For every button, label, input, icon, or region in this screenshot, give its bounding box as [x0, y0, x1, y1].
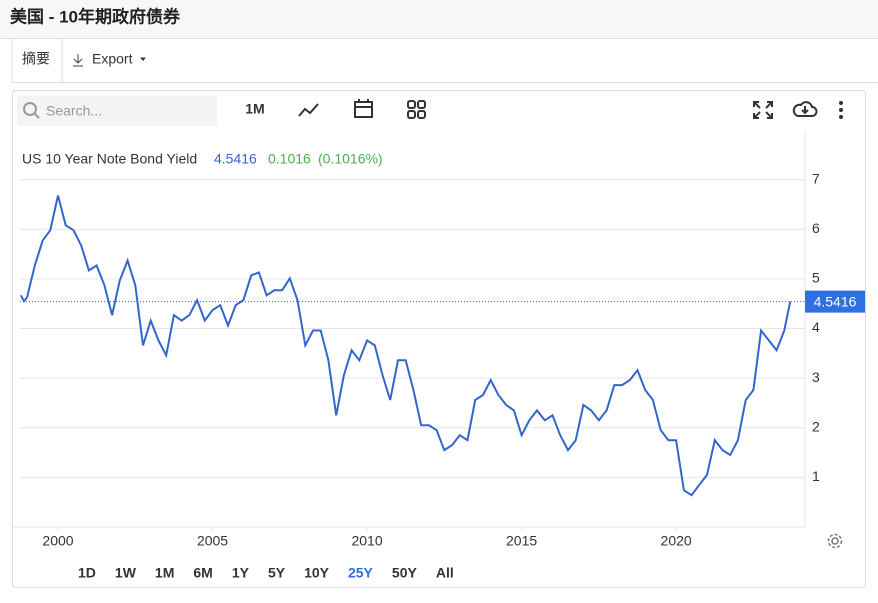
dropdown-caret[interactable]	[140, 57, 146, 62]
x-tick-label: 2000	[42, 533, 73, 549]
tab-label[interactable]: 摘要	[22, 51, 50, 67]
page-title: 美国 - 10年期政府债券	[10, 6, 181, 26]
y-tick-label: 3	[812, 369, 820, 385]
range-button[interactable]: 6M	[193, 565, 212, 581]
range-button[interactable]: 25Y	[348, 565, 374, 581]
y-tick-label: 7	[812, 170, 820, 186]
interval-button[interactable]: 1M	[245, 101, 264, 117]
search-icon	[33, 112, 40, 119]
x-tick-label: 2005	[197, 533, 228, 549]
chart-panel	[12, 90, 866, 588]
range-button[interactable]: 1D	[78, 565, 96, 581]
x-tick-label: 2015	[506, 533, 537, 549]
range-button[interactable]: 10Y	[304, 565, 330, 581]
last-value-label: 4.5416	[814, 293, 857, 309]
yield-line	[20, 195, 792, 497]
legend-change-pct: (0.1016%)	[318, 151, 383, 167]
search-icon	[23, 102, 37, 116]
legend-name: US 10 Year Note Bond Yield	[22, 151, 197, 167]
range-button[interactable]: 1Y	[232, 565, 250, 581]
legend-value: 4.5416	[214, 151, 257, 167]
y-tick-label: 4	[812, 319, 820, 335]
plot: 1 2 3 4 5 6 7 2000 2005 2010 2015 2020 4.5416	[12, 130, 865, 549]
x-tick-label: 2010	[351, 533, 382, 549]
range-button[interactable]: All	[436, 565, 454, 581]
x-tick-label: 2020	[661, 533, 692, 549]
search-box[interactable]	[17, 96, 217, 126]
tab-label[interactable]: Export	[92, 51, 133, 67]
title-bar	[0, 0, 878, 38]
layout-icon[interactable]	[407, 100, 426, 119]
y-tick-label: 1	[812, 468, 820, 484]
fullscreen-icon[interactable]	[753, 101, 773, 119]
settings-icon[interactable]	[827, 533, 843, 549]
search-placeholder[interactable]: Search...	[46, 103, 102, 119]
y-tick-label: 6	[812, 220, 820, 236]
range-button[interactable]: 50Y	[392, 565, 418, 581]
range-bar: 1D 1W 1M 6M 1Y 5Y 10Y 25Y 50Y All	[78, 565, 454, 581]
range-button[interactable]: 1M	[155, 565, 174, 581]
calendar-icon[interactable]	[354, 99, 373, 118]
chart-type-icon[interactable]	[298, 103, 319, 117]
menu-icon[interactable]	[839, 101, 843, 119]
download-icon[interactable]	[792, 101, 818, 117]
y-tick-label: 5	[812, 270, 820, 286]
export-icon[interactable]	[73, 54, 83, 67]
range-button[interactable]: 1W	[115, 565, 137, 581]
range-button[interactable]: 5Y	[268, 565, 286, 581]
y-tick-label: 2	[812, 418, 820, 434]
legend-change: 0.1016	[268, 151, 311, 167]
tab-active[interactable]	[11, 38, 63, 83]
last-value-badge	[805, 290, 865, 313]
